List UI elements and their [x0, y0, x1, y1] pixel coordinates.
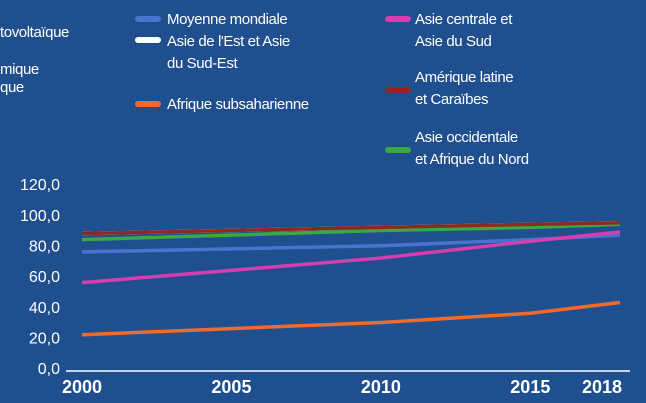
- series-line: [81, 221, 621, 236]
- x-tick-label: 2010: [361, 377, 401, 397]
- legend-label: Afrique subsaharienne: [167, 96, 309, 113]
- annotation: que: [0, 79, 24, 96]
- y-tick-label: 100,0: [20, 208, 60, 225]
- x-tick-label: 2015: [510, 377, 550, 397]
- y-tick-label: 40,0: [29, 300, 60, 317]
- legend-label: Asie centrale et Asie du Sud: [415, 11, 512, 50]
- x-tick-label: 2018: [582, 377, 622, 397]
- annotation: mique: [0, 61, 39, 78]
- series-line: [81, 300, 621, 337]
- y-tick-label: 80,0: [29, 239, 60, 256]
- legend-swatch: [385, 16, 411, 22]
- annotation: tovoltaïque: [0, 24, 69, 41]
- x-tick-label: 2005: [211, 377, 251, 397]
- y-tick-label: 60,0: [29, 269, 60, 286]
- x-tick-label: 2000: [62, 377, 102, 397]
- legend-label: Moyenne mondiale: [167, 11, 288, 28]
- y-tick-label: 120,0: [20, 177, 60, 194]
- legend-swatch: [135, 37, 161, 43]
- legend-label: Asie occidentale et Afrique du Nord: [415, 129, 529, 168]
- legend-swatch: [135, 101, 161, 107]
- legend-swatch: [385, 147, 411, 153]
- series-line: [81, 222, 621, 242]
- y-tick-label: 0,0: [38, 361, 60, 378]
- y-tick-label: 20,0: [29, 331, 60, 348]
- series-line: [81, 230, 621, 285]
- legend-swatch: [135, 16, 161, 22]
- legend-label: Amérique latine et Caraïbes: [415, 69, 514, 108]
- legend-label: Asie de l'Est et Asie du Sud-Est: [167, 33, 290, 72]
- legend-swatch: [385, 87, 411, 93]
